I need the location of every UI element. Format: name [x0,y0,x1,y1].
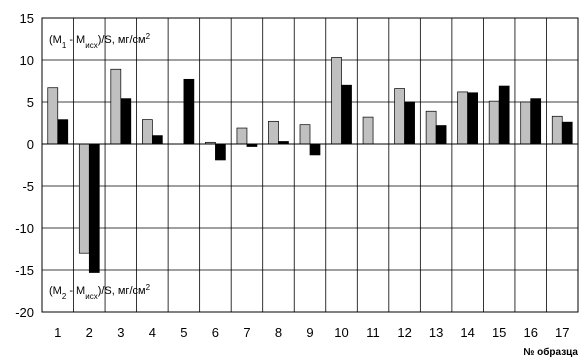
bar-series-1-sample-1 [47,87,59,145]
y-tick-label: -5 [22,179,34,194]
bar-series-1-sample-11 [362,116,374,145]
x-tick-label: 15 [492,325,506,340]
x-tick-label: 4 [149,325,156,340]
bar-series-2-sample-17 [561,121,573,145]
y-tick-labels: 15 10 5 0 -5 -10 -15 -20 [15,11,34,320]
bar-series-1-sample-13 [425,110,437,145]
x-tick-label: 16 [523,325,537,340]
bar-series-1-sample-15 [488,100,500,145]
bar-series-1-sample-9 [299,124,311,145]
bar-series-1-sample-17 [551,115,563,145]
x-tick-label: 10 [334,325,348,340]
y-tick-label: 0 [27,137,34,152]
x-tick-label: 2 [86,325,93,340]
y-tick-label: -15 [15,263,34,278]
x-tick-labels: 1 2 3 4 5 6 7 8 9 10 11 12 13 14 15 16 17 [54,325,569,340]
x-tick-label: 6 [212,325,219,340]
x-tick-label: 5 [180,325,187,340]
bars [47,57,573,273]
x-tick-label: 8 [275,325,282,340]
bar-series-2-sample-6 [215,143,226,161]
bar-series-1-sample-14 [457,91,468,145]
bar-series-1-sample-3 [110,68,122,145]
bar-series-2-sample-1 [57,119,69,145]
annotation-top: (M1 - Mисх)/S, мг/см2 [49,32,151,50]
bar-series-1-sample-7 [236,127,248,145]
bar-series-1-sample-12 [394,88,405,145]
bar-series-2-sample-3 [120,98,132,145]
y-tick-label: 10 [20,53,34,68]
bar-series-2-sample-4 [152,135,163,145]
x-tick-label: 1 [54,325,61,340]
bar-series-2-sample-10 [341,84,352,145]
bar-series-2-sample-12 [404,101,415,145]
x-tick-label: 11 [366,325,380,340]
annotation-bottom: (M2 - Mисх)/S, мг/см2 [49,283,151,301]
x-tick-label: 12 [397,325,411,340]
y-tick-label: -10 [15,221,34,236]
bar-series-1-sample-16 [520,101,532,145]
x-tick-label: 14 [460,325,474,340]
bar-series-1-sample-10 [331,57,342,145]
bar-series-1-sample-2 [78,143,90,254]
x-tick-label: 7 [243,325,250,340]
bar-series-2-sample-5 [183,78,195,145]
x-tick-label: 17 [555,325,569,340]
bar-series-2-sample-14 [467,92,478,145]
bar-series-1-sample-8 [268,120,279,145]
x-tick-label: 3 [117,325,124,340]
plot-frame [41,17,579,313]
y-tick-label: 15 [20,11,34,26]
x-tick-label: 13 [429,325,443,340]
bar-series-2-sample-2 [88,143,100,273]
bar-series-2-sample-16 [530,98,542,145]
x-tick-label: 9 [306,325,313,340]
bar-series-2-sample-13 [435,125,447,145]
x-axis-label: № образца [523,346,578,358]
bar-series-2-sample-9 [309,143,321,156]
grid [42,17,578,313]
y-tick-label: -20 [15,305,34,320]
bar-series-2-sample-15 [498,85,510,145]
y-tick-label: 5 [27,95,34,110]
bar-series-1-sample-4 [142,119,153,145]
